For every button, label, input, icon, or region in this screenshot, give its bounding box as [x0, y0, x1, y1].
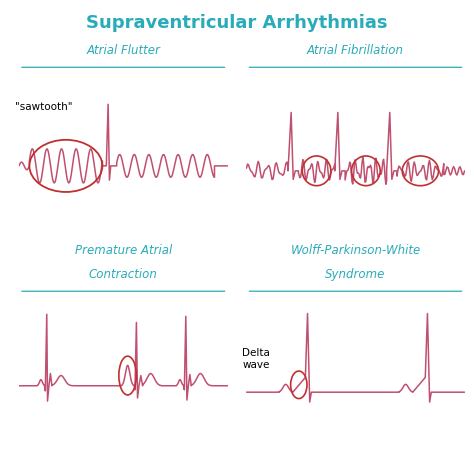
Text: Supraventricular Arrhythmias: Supraventricular Arrhythmias [86, 14, 388, 32]
Text: Premature Atrial: Premature Atrial [74, 244, 172, 257]
Text: Syndrome: Syndrome [325, 268, 386, 281]
Text: Contraction: Contraction [89, 268, 158, 281]
Text: Atrial Flutter: Atrial Flutter [86, 44, 160, 57]
Text: Wolff-Parkinson-White: Wolff-Parkinson-White [291, 244, 420, 257]
Text: "sawtooth": "sawtooth" [15, 102, 73, 112]
Text: Delta
wave: Delta wave [242, 348, 270, 370]
Text: Atrial Fibrillation: Atrial Fibrillation [307, 44, 404, 57]
